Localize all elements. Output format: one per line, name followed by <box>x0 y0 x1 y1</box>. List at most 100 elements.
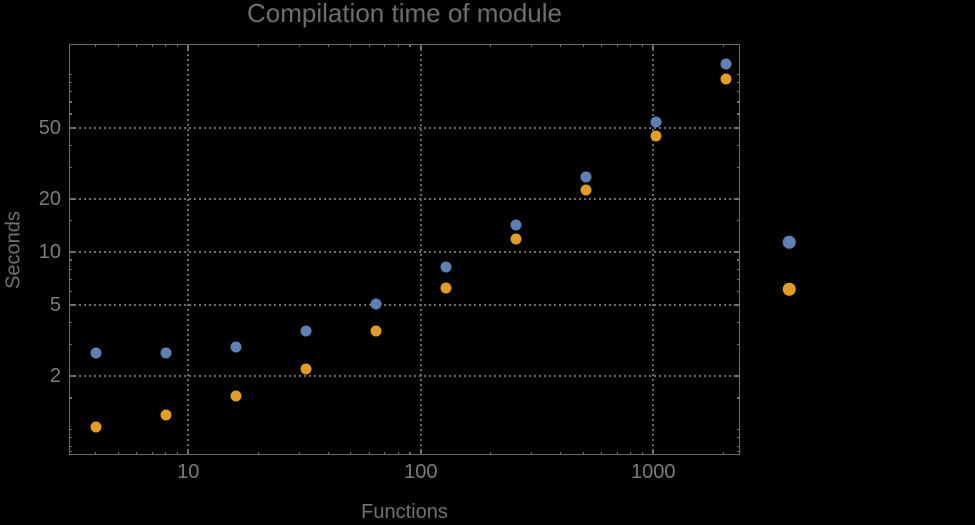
y-major-tick <box>69 127 74 129</box>
y-tick-label-2: 2 <box>49 364 61 387</box>
x-minor-tick <box>350 44 352 47</box>
data-point-series-1-blue-x512 <box>580 171 592 183</box>
x-minor-tick <box>384 452 386 455</box>
data-point-series-1-blue-x64 <box>370 298 382 310</box>
x-minor-tick <box>298 44 300 47</box>
plot-title: Compilation time of module <box>246 0 563 28</box>
y-minor-tick <box>737 101 740 103</box>
x-minor-tick <box>176 452 179 455</box>
x-tick-label-10: 10 <box>177 461 200 483</box>
x-minor-tick <box>298 452 300 455</box>
x-minor-tick <box>327 452 329 455</box>
y-major-tick <box>69 250 74 253</box>
x-minor-tick <box>176 44 179 47</box>
y-minor-tick <box>69 397 72 399</box>
y-minor-tick <box>69 278 72 281</box>
x-tick-label-1000: 1000 <box>631 461 676 483</box>
x-minor-tick <box>642 44 644 47</box>
x-major-tick <box>652 450 655 455</box>
y-minor-tick <box>69 428 72 431</box>
x-minor-tick <box>95 44 97 47</box>
y-major-tick <box>69 197 74 200</box>
x-major-tick <box>187 450 190 455</box>
gridline-y-20 <box>69 197 740 200</box>
y-minor-tick <box>69 101 72 103</box>
x-minor-tick <box>151 44 153 47</box>
y-minor-tick <box>69 91 72 93</box>
y-minor-tick <box>69 82 72 84</box>
data-point-series-2-orange-x128 <box>440 282 452 294</box>
data-point-series-2-orange-x512 <box>580 184 592 196</box>
x-minor-tick <box>630 452 632 455</box>
data-point-series-1-blue-x4 <box>90 347 102 359</box>
y-tick-label-20: 20 <box>38 187 61 210</box>
y-minor-tick <box>737 166 740 168</box>
y-tick-label-10: 10 <box>38 240 61 263</box>
x-minor-tick <box>257 452 259 455</box>
y-minor-tick <box>69 259 72 261</box>
y-major-tick <box>735 374 740 377</box>
x-minor-tick <box>117 44 119 47</box>
x-major-tick <box>652 44 655 49</box>
data-point-series-2-orange-x64 <box>370 325 382 337</box>
y-minor-tick <box>737 344 740 346</box>
x-minor-tick <box>490 452 492 455</box>
x-minor-tick <box>368 44 370 47</box>
y-minor-tick <box>737 268 740 270</box>
x-axis-label: Functions <box>361 501 448 523</box>
x-minor-tick <box>368 452 370 455</box>
x-minor-tick <box>560 452 562 455</box>
data-point-series-1-blue-x32 <box>300 325 312 337</box>
y-minor-tick <box>69 220 72 222</box>
x-minor-tick <box>642 452 644 455</box>
x-minor-tick <box>601 452 603 455</box>
x-minor-tick <box>95 452 97 455</box>
data-point-series-2-orange-x16 <box>230 390 242 402</box>
data-point-series-1-blue-x1024 <box>650 116 662 128</box>
y-minor-tick <box>69 445 72 448</box>
y-minor-tick <box>737 91 740 93</box>
data-point-series-1-blue-x8 <box>160 347 172 359</box>
x-minor-tick <box>117 452 119 455</box>
y-minor-tick <box>737 436 740 439</box>
y-minor-tick <box>737 82 740 84</box>
y-major-tick <box>69 304 74 307</box>
gridline-x-1000 <box>652 44 655 455</box>
y-minor-tick <box>737 220 740 222</box>
x-minor-tick <box>616 452 618 455</box>
y-minor-tick <box>69 344 72 346</box>
data-point-series-1-blue-x256 <box>510 219 522 231</box>
x-minor-tick <box>350 452 352 455</box>
data-point-series-2-orange-x2048 <box>720 73 732 85</box>
x-minor-tick <box>722 452 724 455</box>
x-minor-tick <box>327 44 329 47</box>
y-minor-tick <box>737 290 740 292</box>
y-minor-tick <box>737 259 740 261</box>
y-tick-label-5: 5 <box>49 294 61 317</box>
y-minor-tick <box>69 321 72 324</box>
x-minor-tick <box>560 44 562 47</box>
x-minor-tick <box>384 44 386 47</box>
data-point-series-2-orange-x256 <box>510 233 522 245</box>
x-minor-tick <box>582 452 584 455</box>
x-minor-tick <box>397 44 399 47</box>
y-minor-tick <box>737 428 740 431</box>
x-minor-tick <box>409 452 411 455</box>
y-minor-tick <box>737 73 740 76</box>
y-minor-tick <box>69 436 72 439</box>
gridline-y-5 <box>69 304 740 307</box>
x-minor-tick <box>165 452 167 455</box>
y-minor-tick <box>737 278 740 281</box>
y-minor-tick <box>69 73 72 76</box>
x-minor-tick <box>136 44 138 47</box>
data-point-series-1-blue-x128 <box>440 261 452 273</box>
y-major-tick <box>735 304 740 307</box>
y-minor-tick <box>69 113 72 115</box>
x-minor-tick <box>616 44 618 47</box>
y-minor-tick <box>737 321 740 324</box>
x-minor-tick <box>136 452 138 455</box>
legend-marker-series-2 <box>782 282 796 296</box>
data-point-series-2-orange-x32 <box>300 363 312 375</box>
gridline-y-10 <box>69 250 740 253</box>
